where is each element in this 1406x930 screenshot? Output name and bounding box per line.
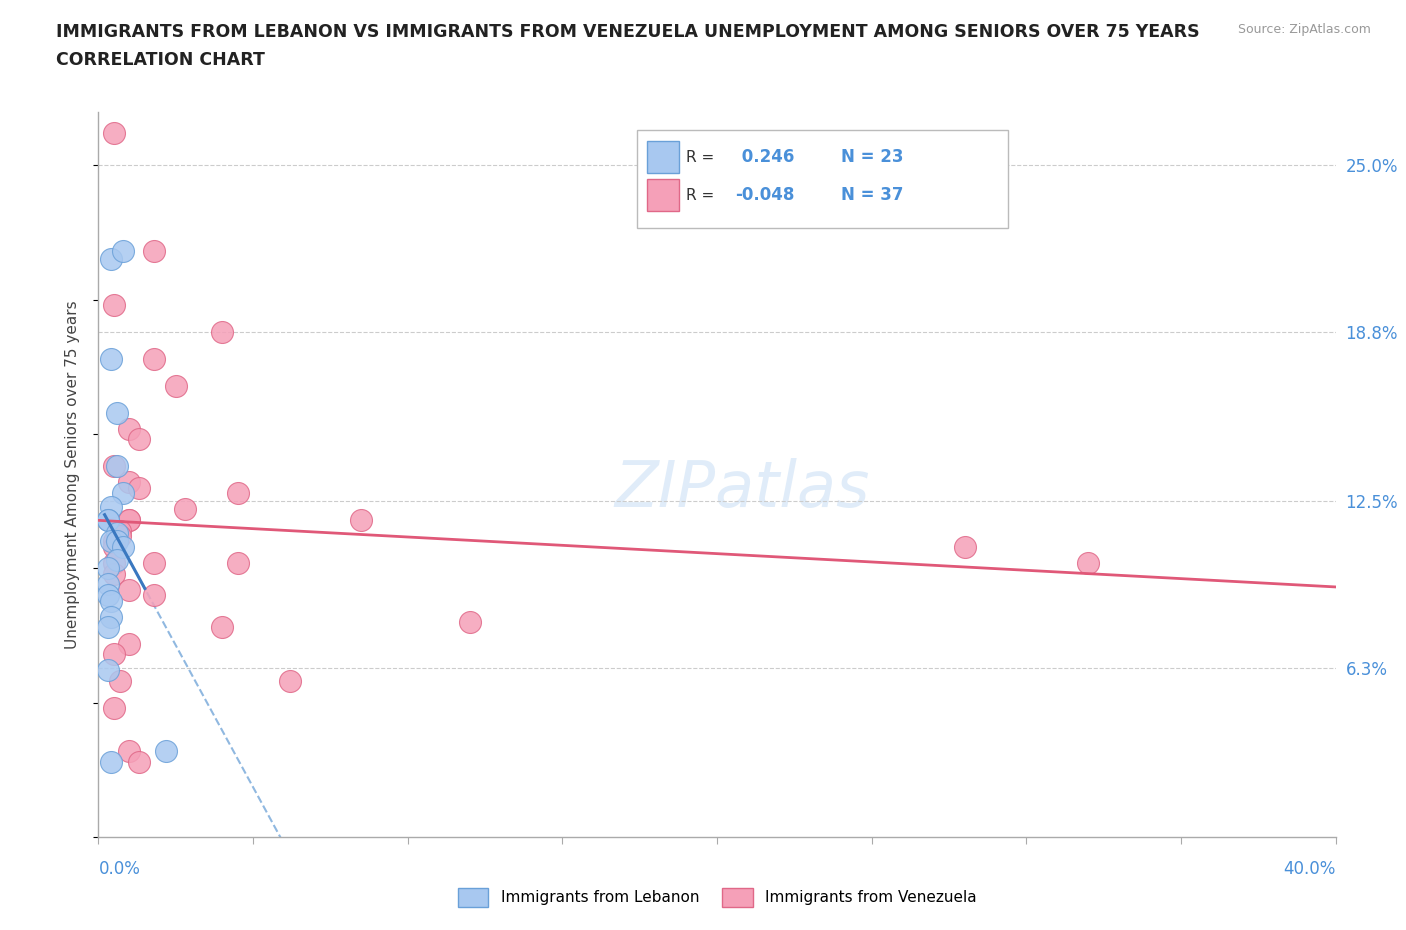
Point [100,499,122,514]
FancyBboxPatch shape [647,141,679,173]
Point [97,588,120,603]
Point [118,512,141,527]
Point [97,577,120,591]
Point [97,512,120,527]
Point [128,480,150,495]
Point [350,512,373,527]
Point [143,555,166,570]
Point [100,252,122,267]
Legend: Immigrants from Lebanon, Immigrants from Venezuela: Immigrants from Lebanon, Immigrants from… [451,882,983,912]
Point [103,647,125,662]
FancyBboxPatch shape [637,130,1008,228]
Point [105,405,128,420]
Point [103,700,125,715]
Point [103,539,125,554]
Point [97,561,120,576]
Point [105,458,128,473]
Text: IMMIGRANTS FROM LEBANON VS IMMIGRANTS FROM VENEZUELA UNEMPLOYMENT AMONG SENIORS : IMMIGRANTS FROM LEBANON VS IMMIGRANTS FR… [56,23,1199,41]
FancyBboxPatch shape [647,179,679,211]
Point [103,555,125,570]
Point [100,609,122,624]
Point [118,475,141,490]
Point [100,352,122,366]
Text: 40.0%: 40.0% [1284,860,1336,878]
Point [155,744,177,759]
Point [143,588,166,603]
Point [1077,555,1099,570]
Point [108,524,131,538]
Point [226,555,249,570]
Point [105,534,128,549]
Point [211,620,233,635]
Text: 0.246: 0.246 [735,148,794,166]
Point [105,552,128,567]
Point [112,244,135,259]
Point [100,593,122,608]
Point [103,298,125,312]
Text: ZIPatlas: ZIPatlas [614,458,869,520]
Point [108,673,131,688]
Point [103,126,125,140]
Point [97,512,120,527]
Text: -0.048: -0.048 [735,186,794,204]
Point [105,526,128,541]
Y-axis label: Unemployment Among Seniors over 75 years: Unemployment Among Seniors over 75 years [65,300,80,648]
Point [128,432,150,446]
Point [953,539,976,554]
Point [226,485,249,500]
Text: N = 37: N = 37 [841,186,903,204]
Point [278,673,301,688]
Point [128,754,150,769]
Text: 0.0%: 0.0% [98,860,141,878]
Point [118,582,141,597]
Point [100,534,122,549]
Point [165,379,187,393]
Point [108,528,131,543]
Text: Source: ZipAtlas.com: Source: ZipAtlas.com [1237,23,1371,36]
Point [103,534,125,549]
Point [103,458,125,473]
Point [103,566,125,581]
Point [118,636,141,651]
Point [100,754,122,769]
Point [174,502,197,517]
Text: N = 23: N = 23 [841,148,903,166]
Point [143,352,166,366]
Point [97,663,120,678]
Point [118,512,141,527]
Point [211,325,233,339]
Point [97,620,120,635]
Text: R =: R = [686,188,720,203]
Point [458,615,481,630]
Point [118,744,141,759]
Point [112,539,135,554]
Point [112,485,135,500]
Text: CORRELATION CHART: CORRELATION CHART [56,51,266,69]
Point [118,421,141,436]
Point [143,244,166,259]
Text: R =: R = [686,150,720,165]
